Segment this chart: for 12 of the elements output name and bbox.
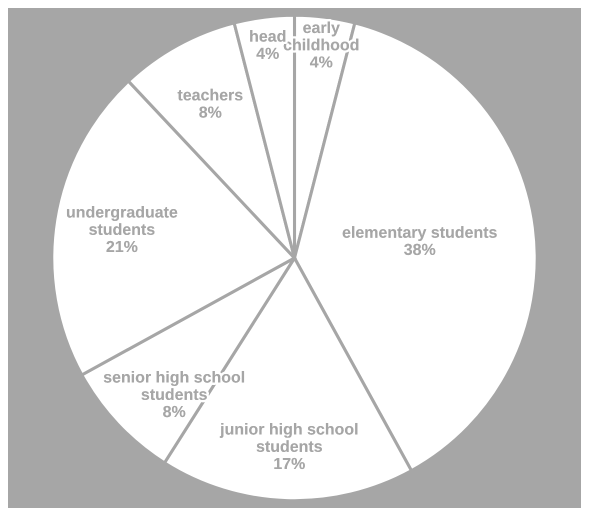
- slice-label: teachers: [178, 88, 243, 101]
- data-label: 38%: [404, 244, 436, 256]
- slice-label: elementary students: [342, 226, 497, 242]
- data-label: 8%: [199, 106, 222, 118]
- data-label: 4%: [310, 56, 332, 68]
- data-label: 4%: [256, 48, 279, 59]
- data-label: 21%: [106, 240, 138, 252]
- slice-label: undergraduate students: [66, 206, 178, 235]
- data-label: 8%: [163, 406, 186, 418]
- slice-label: junior high school students: [220, 422, 358, 452]
- data-label: 17%: [274, 458, 305, 470]
- slice-label: head: [250, 30, 286, 42]
